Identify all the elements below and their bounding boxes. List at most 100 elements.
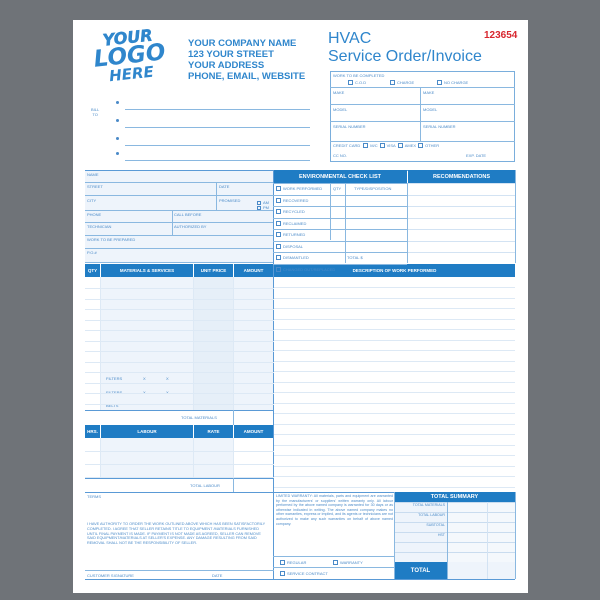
recommendation-line[interactable] [408, 252, 515, 253]
po-field[interactable]: P.O.# [87, 250, 97, 255]
name-field[interactable]: NAME [87, 172, 99, 177]
summary-value[interactable] [448, 503, 515, 512]
cc-no-field[interactable]: CC NO. [333, 153, 347, 158]
env-item-checkbox[interactable]: RETURNED [276, 232, 305, 238]
technician-field[interactable]: TECHNICIAN [87, 224, 112, 229]
pm-checkbox[interactable]: PM [257, 205, 269, 210]
material-row[interactable] [85, 288, 274, 289]
model-field-1[interactable]: MODEL [333, 107, 348, 112]
customer-signature-field[interactable]: CUSTOMER SIGNATURE [87, 573, 134, 578]
material-row[interactable] [85, 340, 274, 342]
divider [273, 195, 407, 196]
material-row[interactable] [85, 298, 274, 300]
description-line[interactable] [274, 392, 515, 393]
recommendation-line[interactable] [408, 195, 515, 196]
description-line[interactable] [274, 339, 515, 341]
description-line[interactable] [274, 318, 515, 320]
bill-to-line-4[interactable] [125, 160, 310, 161]
exp-date-field[interactable]: EXP. DATE [466, 153, 487, 158]
city-field[interactable]: CITY [87, 198, 97, 203]
material-row[interactable] [85, 382, 274, 384]
phone-field[interactable]: PHONE [87, 212, 102, 217]
material-row[interactable] [85, 309, 274, 310]
description-line[interactable] [274, 413, 515, 414]
recommendation-line[interactable] [408, 241, 515, 242]
service-contract-checkbox[interactable]: SERVICE CONTRACT [280, 571, 328, 577]
summary-value[interactable] [448, 553, 515, 562]
material-row[interactable] [85, 393, 274, 394]
recommendation-line[interactable] [408, 218, 515, 219]
divider [330, 183, 331, 240]
recommendations-header: RECOMMENDATIONS [408, 170, 515, 183]
serial-field-2[interactable]: SERIAL NUMBER [423, 124, 456, 129]
summary-label-cell [394, 533, 447, 542]
model-field-2[interactable]: MODEL [423, 107, 438, 112]
env-item-checkbox[interactable]: DISPOSAL [276, 244, 303, 250]
total-value[interactable] [448, 562, 515, 579]
env-item-checkbox[interactable]: RECOVERED [276, 198, 308, 204]
divider [273, 252, 407, 253]
recommendation-line[interactable] [408, 206, 515, 207]
am-checkbox[interactable]: AM [257, 200, 269, 205]
description-line[interactable] [274, 455, 515, 456]
labour-row[interactable] [85, 464, 274, 465]
env-item-checkbox[interactable]: DISMANTLED [276, 255, 309, 261]
env-item-checkbox[interactable]: RECYCLED [276, 209, 305, 215]
description-line[interactable] [274, 297, 515, 299]
material-row[interactable] [85, 319, 274, 321]
description-line[interactable] [274, 371, 515, 372]
summary-value[interactable] [448, 543, 515, 552]
signature-date-field[interactable]: DATE [212, 573, 223, 578]
labour-row[interactable] [85, 451, 274, 452]
form-title: HVAC Service Order/Invoice [328, 30, 482, 65]
description-line[interactable] [274, 287, 515, 288]
material-row[interactable] [85, 403, 274, 405]
divider [233, 277, 234, 410]
description-line[interactable] [274, 444, 515, 446]
description-line[interactable] [274, 350, 515, 351]
material-row[interactable] [85, 361, 274, 363]
env-item-checkbox[interactable]: RECLAIMED [276, 221, 306, 227]
description-line[interactable] [274, 381, 515, 383]
terms-field[interactable]: TERMS [87, 494, 101, 499]
date-field[interactable]: DATE [219, 184, 230, 189]
description-line[interactable] [274, 308, 515, 309]
description-line[interactable] [274, 402, 515, 404]
cod-checkbox[interactable]: C.O.D [348, 80, 366, 86]
description-line[interactable] [274, 465, 515, 467]
material-row[interactable] [85, 330, 274, 331]
street-field[interactable]: STREET [87, 184, 103, 189]
description-line[interactable] [274, 486, 515, 488]
env-item-checkbox[interactable]: CHANGED OUT/REPLACED [276, 267, 335, 273]
recommendation-line[interactable] [408, 229, 515, 230]
summary-value[interactable] [448, 513, 515, 522]
description-line[interactable] [274, 434, 515, 435]
divider [487, 502, 488, 579]
description-line[interactable] [274, 329, 515, 330]
charge-checkbox[interactable]: CHARGE [390, 80, 414, 86]
material-row[interactable] [85, 372, 274, 373]
labour-row[interactable] [85, 477, 274, 478]
make-field-1[interactable]: MAKE [333, 90, 345, 95]
authorized-by-field[interactable]: AUTHORIZED BY [174, 224, 207, 229]
env-item-checkbox[interactable]: WORK PERFORMED [276, 186, 322, 192]
env-total-field[interactable]: TOTAL $ [347, 255, 363, 260]
call-before-field[interactable]: CALL BEFORE [174, 212, 202, 217]
bill-to-line-2[interactable] [125, 127, 310, 128]
description-line[interactable] [274, 360, 515, 362]
material-row[interactable] [85, 351, 274, 352]
regular-checkbox[interactable]: REGULAR [280, 560, 306, 566]
promised-field[interactable]: PROMISED [219, 198, 241, 203]
description-line[interactable] [274, 476, 515, 477]
description-line[interactable] [274, 423, 515, 425]
summary-value[interactable] [448, 533, 515, 542]
no-charge-checkbox[interactable]: NO CHARGE [437, 80, 468, 86]
summary-value[interactable] [448, 523, 515, 532]
work-to-be-prepared-field[interactable]: WORK TO BE PREPARED [87, 237, 136, 242]
serial-field-1[interactable]: SERIAL NUMBER [333, 124, 366, 129]
bill-to-line-1[interactable] [125, 109, 310, 110]
make-field-2[interactable]: MAKE [423, 90, 435, 95]
bill-to-line-3[interactable] [125, 145, 310, 146]
recommendation-line[interactable] [408, 183, 515, 184]
warranty-checkbox[interactable]: WARRANTY [333, 560, 363, 566]
